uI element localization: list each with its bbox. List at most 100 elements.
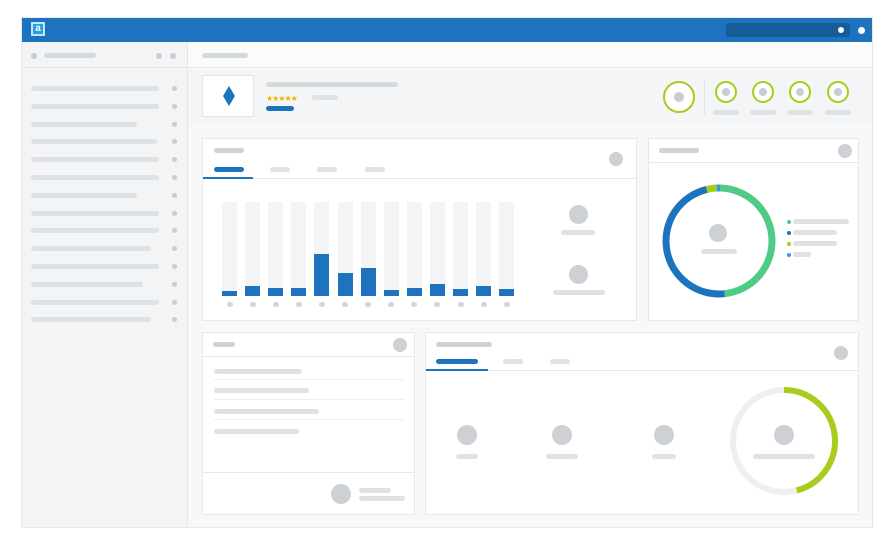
- footer-avatar[interactable]: [331, 484, 351, 504]
- score-ring-main[interactable]: [663, 81, 695, 113]
- stat-icon: [569, 265, 588, 284]
- stat-label: [561, 230, 595, 235]
- sidebar-item[interactable]: [22, 242, 188, 256]
- sidebar-item[interactable]: [22, 153, 188, 167]
- legend-label: [793, 219, 849, 224]
- bar[interactable]: [499, 289, 515, 296]
- gauge-fill: [783, 387, 838, 494]
- donut-slice[interactable]: [706, 184, 717, 193]
- bar-track: [245, 202, 261, 296]
- sidebar-action-icon[interactable]: [156, 53, 162, 59]
- score-ring[interactable]: [752, 81, 774, 103]
- sidebar-item-label: [31, 228, 159, 234]
- card-menu-icon[interactable]: [609, 152, 623, 166]
- bar-track: [499, 202, 515, 296]
- card-menu-icon[interactable]: [393, 338, 407, 352]
- bar-track: [383, 202, 399, 296]
- list-item[interactable]: [214, 429, 299, 434]
- bar[interactable]: [360, 267, 376, 296]
- bar[interactable]: [476, 285, 492, 296]
- bar[interactable]: [222, 291, 237, 296]
- sidebar-item[interactable]: [22, 135, 188, 149]
- bar[interactable]: [406, 287, 422, 296]
- bar-chart-card: [202, 138, 637, 321]
- bar[interactable]: [314, 253, 330, 296]
- bar-track: [406, 202, 422, 296]
- product-thumbnail[interactable]: [202, 75, 254, 117]
- tab-1[interactable]: [214, 167, 244, 172]
- metric-icon: [552, 425, 572, 445]
- tab-1[interactable]: [436, 359, 478, 364]
- search-icon[interactable]: [838, 27, 844, 33]
- sidebar-item-label: [31, 86, 159, 91]
- bar[interactable]: [453, 289, 468, 296]
- breadcrumb-item[interactable]: [202, 53, 248, 58]
- score-ring[interactable]: [827, 81, 849, 103]
- legend-swatch: [787, 242, 791, 246]
- sidebar-item[interactable]: [22, 260, 188, 274]
- tab-2[interactable]: [270, 167, 290, 172]
- card-title: [436, 342, 492, 347]
- sidebar-item[interactable]: [22, 296, 188, 310]
- row-divider: [214, 379, 404, 380]
- bar[interactable]: [245, 285, 261, 296]
- tab-4[interactable]: [365, 167, 385, 172]
- legend-label: [793, 252, 811, 257]
- card-menu-icon[interactable]: [834, 346, 848, 360]
- sidebar-item-label: [31, 157, 159, 163]
- row-divider: [214, 399, 404, 400]
- sidebar-item[interactable]: [22, 82, 188, 96]
- user-menu-icon[interactable]: [858, 27, 865, 34]
- sidebar-title: [44, 53, 96, 58]
- rating-count: [312, 95, 338, 100]
- donut-slice[interactable]: [719, 184, 776, 298]
- sidebar-item[interactable]: [22, 118, 188, 132]
- product-tag[interactable]: [266, 106, 294, 111]
- sidebar-item[interactable]: [22, 207, 188, 221]
- sidebar-item-icon: [172, 103, 177, 109]
- tab-2[interactable]: [503, 359, 523, 364]
- sidebar-menu-icon[interactable]: [31, 53, 37, 59]
- sidebar-item[interactable]: [22, 313, 188, 327]
- score-icon: [796, 88, 804, 96]
- x-tick: [388, 302, 395, 307]
- sidebar-item[interactable]: [22, 100, 188, 114]
- list-item[interactable]: [214, 369, 302, 374]
- sidebar-item[interactable]: [22, 278, 188, 292]
- gauge-center-icon: [774, 425, 794, 445]
- progress-gauge: [730, 387, 838, 495]
- score-ring[interactable]: [789, 81, 811, 103]
- sidebar-item[interactable]: [22, 171, 188, 185]
- x-tick: [272, 302, 279, 307]
- tab-3[interactable]: [317, 167, 337, 172]
- score-label: [713, 110, 739, 115]
- donut-slice[interactable]: [662, 186, 725, 298]
- search-input[interactable]: [726, 23, 850, 37]
- card-menu-icon[interactable]: [838, 144, 852, 158]
- bar[interactable]: [337, 273, 353, 296]
- sidebar-item[interactable]: [22, 189, 188, 203]
- tab-3[interactable]: [550, 359, 570, 364]
- metric-icon: [654, 425, 674, 445]
- list-item[interactable]: [214, 388, 309, 393]
- score-ring[interactable]: [715, 81, 737, 103]
- bar[interactable]: [291, 288, 307, 296]
- card-title: [213, 342, 235, 347]
- bar[interactable]: [383, 290, 399, 296]
- sidebar-item-label: [31, 246, 151, 252]
- sidebar-item[interactable]: [22, 224, 188, 238]
- logo-icon[interactable]: a: [31, 22, 45, 36]
- score-label: [750, 110, 776, 115]
- sidebar-item-icon: [172, 264, 177, 269]
- x-tick: [480, 302, 487, 307]
- bar[interactable]: [429, 283, 445, 296]
- legend-label: [793, 241, 837, 246]
- list-item[interactable]: [214, 409, 319, 414]
- score-label: [787, 110, 813, 115]
- x-tick: [365, 302, 372, 307]
- score-icon: [674, 92, 684, 102]
- sidebar-action-icon[interactable]: [170, 53, 176, 59]
- product-header: ★★★★★: [188, 69, 872, 124]
- sidebar-item-label: [31, 281, 143, 287]
- bar[interactable]: [268, 288, 284, 296]
